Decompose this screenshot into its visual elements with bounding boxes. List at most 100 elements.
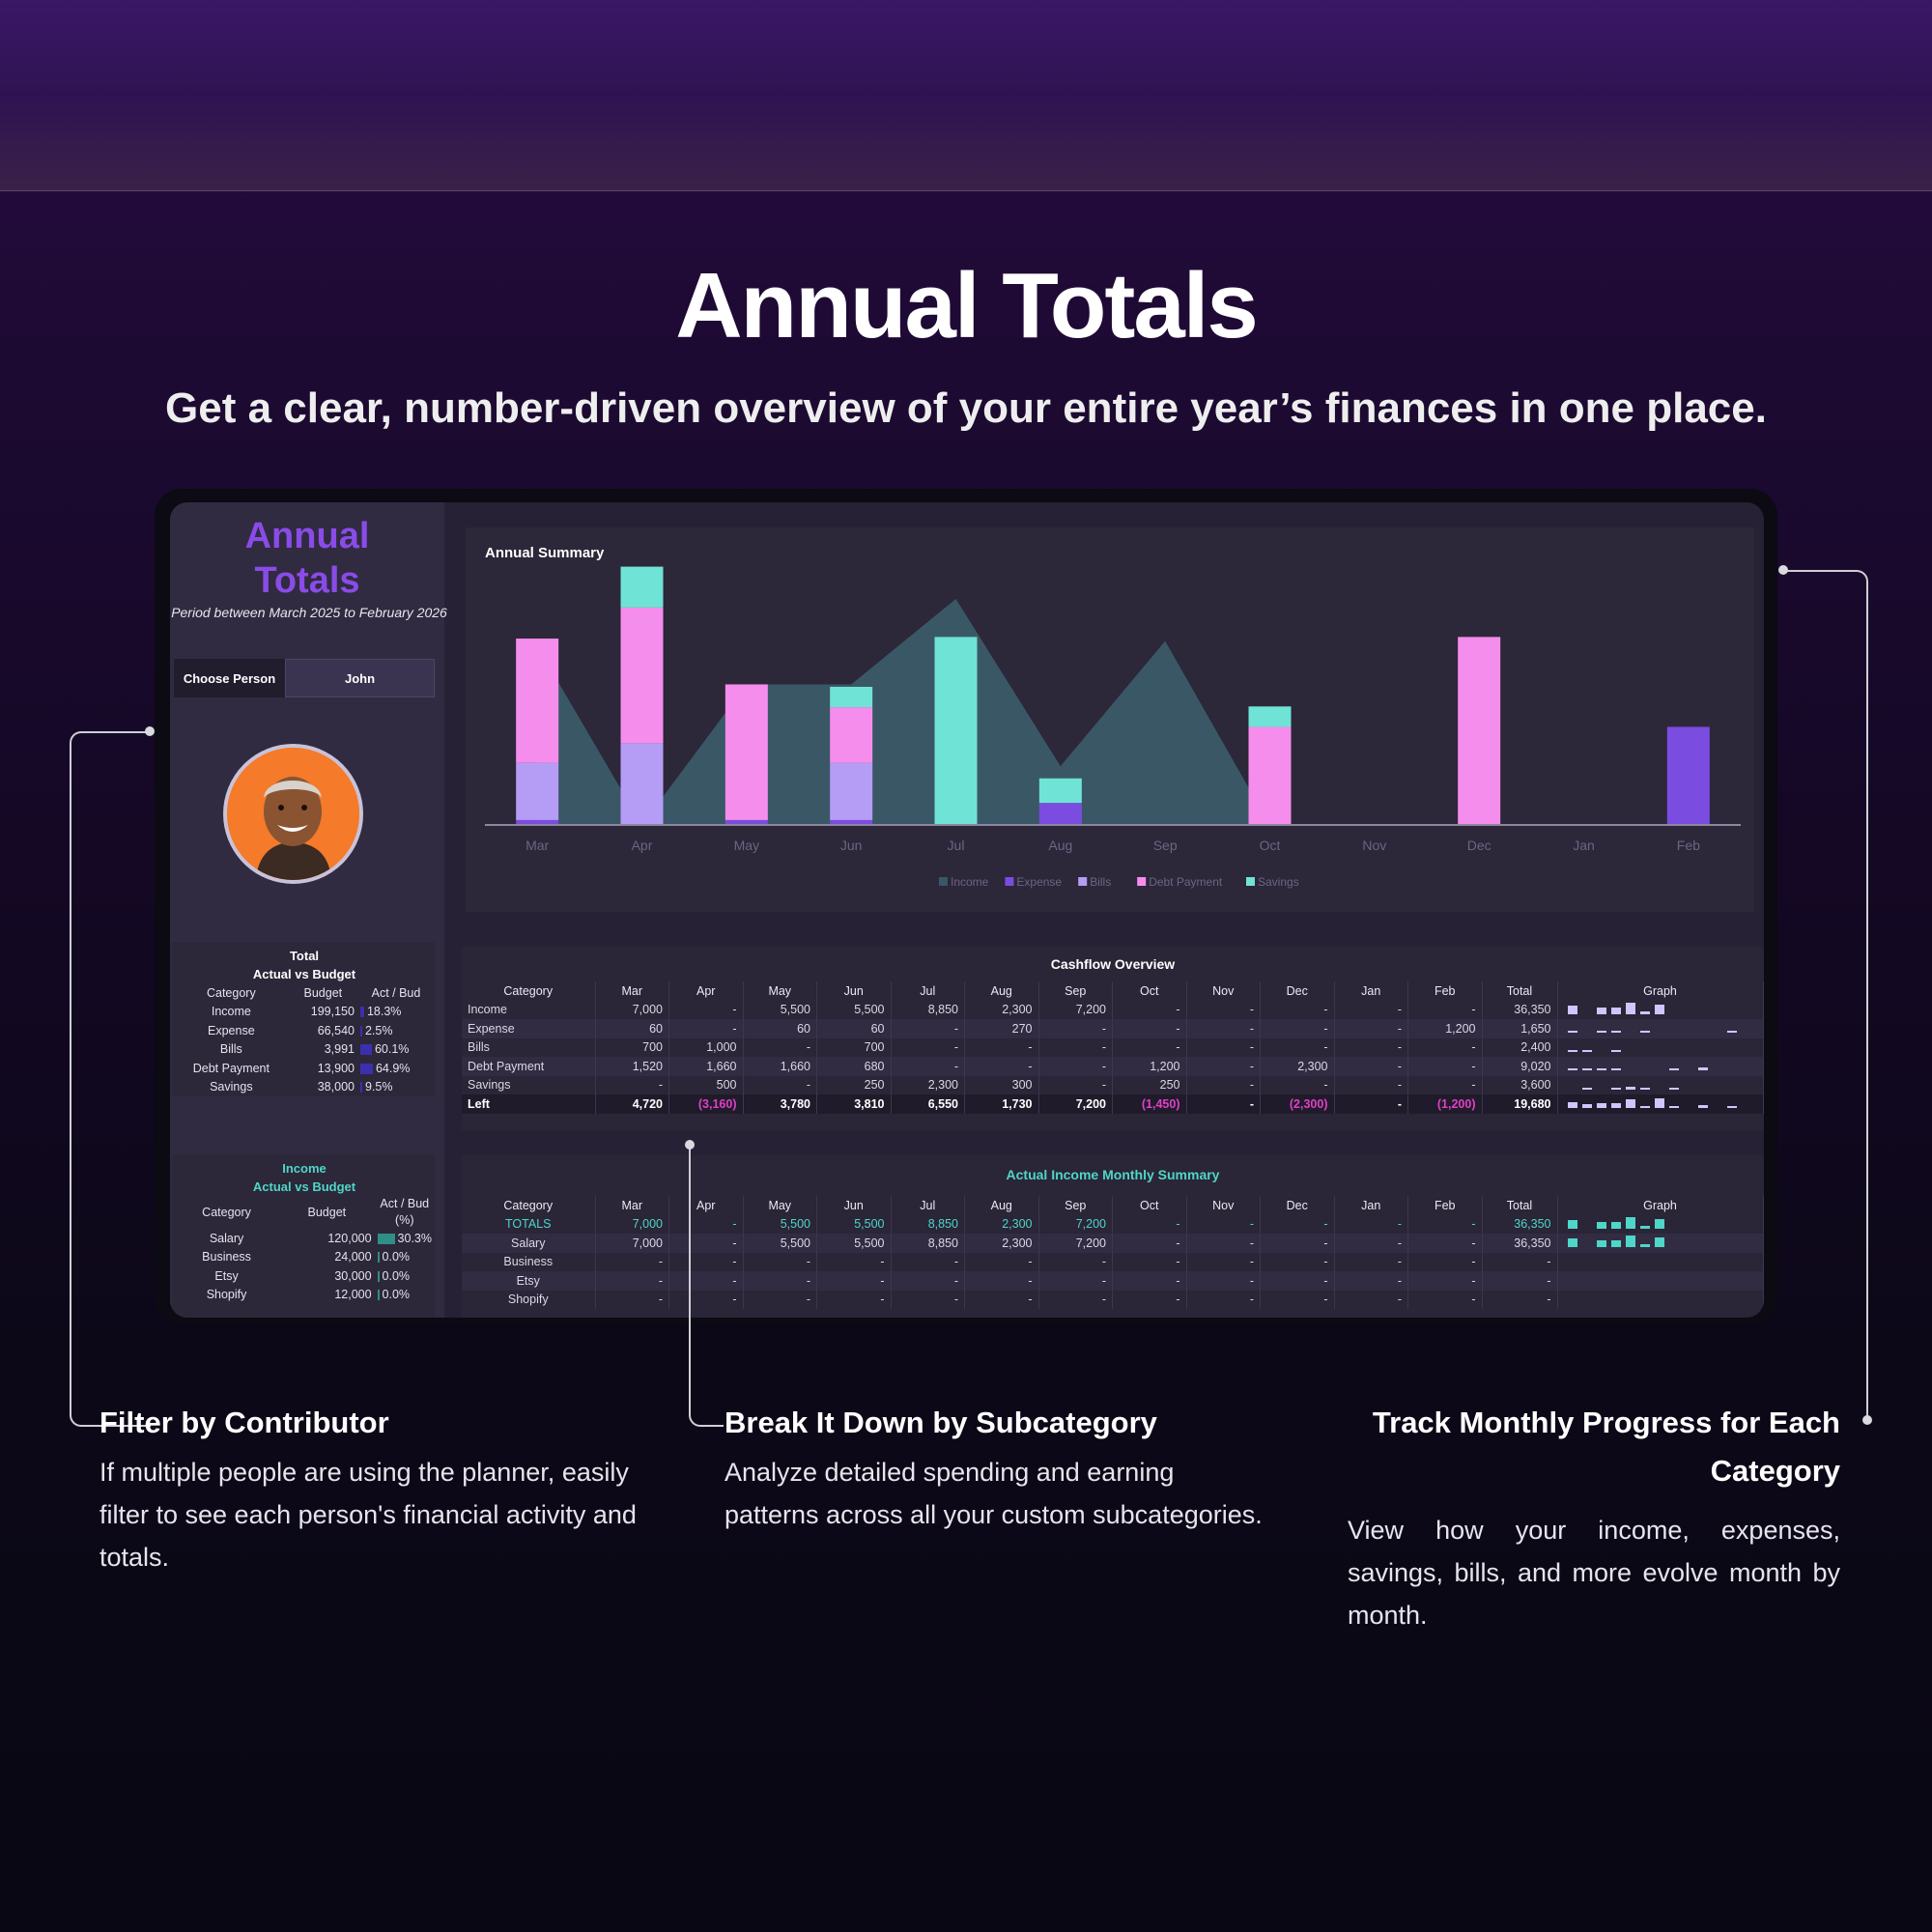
sparkline [1564, 1254, 1757, 1267]
row-value: - [1112, 1214, 1187, 1234]
row-value: - [595, 1271, 669, 1291]
row-value: 3,600 [1482, 1075, 1558, 1094]
pct-databar [377, 1290, 380, 1301]
sparkline-bar [1581, 1087, 1592, 1090]
pct-databar [377, 1252, 380, 1264]
pct-databar [359, 1025, 362, 1037]
sidebar-title-line1: Annual [244, 516, 370, 556]
sparkline-cell [1557, 1234, 1764, 1253]
col-header: Total [1482, 981, 1558, 1001]
row-value: - [964, 1252, 1039, 1271]
x-tick-label: Apr [632, 838, 653, 853]
table-row: Debt Payment 1,520 1,660 1,660 680- - -1,200-2… [462, 1057, 1764, 1076]
row-pct: 0.0% [382, 1250, 411, 1264]
table-row: Business 24,000 0.0% [174, 1248, 435, 1267]
table-row: Bills 3,991 60.1% [174, 1040, 435, 1060]
sparkline-bar [1610, 1031, 1621, 1034]
table-row: Debt Payment 13,900 64.9% [174, 1059, 435, 1078]
row-category: Salary [462, 1234, 596, 1253]
legend-label: Savings [1258, 875, 1299, 889]
x-tick-label: Nov [1362, 838, 1386, 853]
row-value: - [1260, 1290, 1335, 1309]
legend-swatch [1246, 877, 1255, 886]
row-value: - [1334, 1037, 1408, 1057]
chart-canvas: Mar Apr May Jun Jul Aug Sep Oct Nov Dec Jan Feb Inco… [485, 566, 1741, 889]
row-value: - [1260, 1000, 1335, 1019]
sparkline-bar [1697, 1067, 1708, 1071]
row-value: - [1038, 1075, 1113, 1094]
sparkline-bar [1610, 1240, 1621, 1248]
sparkline-bar [1654, 1237, 1664, 1248]
row-value: - [743, 1252, 817, 1271]
feature-title: Filter by Contributor [99, 1406, 389, 1439]
sparkline-bar [1668, 1106, 1679, 1109]
row-category: Savings [210, 1080, 253, 1094]
row-value: - [1334, 1075, 1408, 1094]
row-value: - [1407, 1075, 1483, 1094]
row-value: 5,500 [816, 1214, 892, 1234]
row-value: - [816, 1290, 892, 1309]
row-value: 60 [595, 1019, 669, 1038]
row-value: - [1038, 1019, 1113, 1038]
sparkline-cell [1557, 1214, 1764, 1234]
row-value: - [1407, 1057, 1483, 1076]
row-pct: 0.0% [382, 1268, 411, 1283]
cashflow-title: Cashflow Overview [1050, 956, 1176, 972]
row-value: 7,000 [595, 1000, 669, 1019]
x-tick-label: Dec [1467, 838, 1492, 853]
x-tick-label: May [734, 838, 759, 853]
col-header: Graph [1557, 981, 1764, 1001]
sparkline-bar [1581, 1068, 1592, 1071]
row-value: - [964, 1057, 1039, 1076]
connector-dot [1862, 1415, 1872, 1425]
col-header: Category [462, 981, 596, 1001]
table-row: Income 199,150 18.3% [174, 1003, 435, 1022]
row-pct-cell: 64.9% [357, 1059, 435, 1078]
sparkline-bar [1596, 1031, 1606, 1034]
row-value: - [1260, 1234, 1335, 1253]
sparkline-cell [1557, 1037, 1764, 1057]
table-row: Etsy 30,000 0.0% [174, 1266, 435, 1286]
row-value: - [668, 1252, 744, 1271]
sparkline-bar [1639, 1031, 1650, 1034]
row-category: Etsy [462, 1271, 596, 1291]
col-header: Aug [964, 981, 1039, 1001]
row-value: - [1112, 1252, 1187, 1271]
cashflow-overview: Cashflow Overview Category Mar Apr May Jun Ju… [462, 947, 1764, 1130]
row-value: 3,810 [816, 1094, 892, 1114]
row-value: 36,350 [1482, 1000, 1558, 1019]
row-pct-cell: 18.3% [357, 1003, 435, 1022]
bar-expense [830, 819, 873, 825]
bar-savings [830, 686, 873, 708]
row-pct: 64.9% [375, 1061, 411, 1075]
table-row: Income 7,000-5,500 5,500 8,850 2,300 7,200- - -… [462, 1000, 1764, 1019]
row-value: 7,000 [595, 1234, 669, 1253]
top-banner [0, 0, 1932, 191]
sparkline [1581, 1086, 1679, 1090]
row-value: 5,500 [743, 1214, 817, 1234]
row-value: 7,200 [1038, 1214, 1113, 1234]
sparkline-cell [1557, 1271, 1764, 1291]
col-header: Jan [1334, 1196, 1408, 1215]
row-pct: 60.1% [374, 1042, 410, 1057]
row-value: - [1186, 1057, 1261, 1076]
person-select[interactable]: John [285, 659, 435, 697]
bar-debt-payment [1458, 637, 1501, 825]
col-header: Dec [1260, 1196, 1335, 1215]
col-header: Oct [1112, 1196, 1187, 1215]
row-value: - [1186, 1094, 1261, 1114]
sparkline [1567, 1098, 1737, 1109]
table-row: Savings 38,000 9.5% [174, 1078, 435, 1097]
col-header: Jun [816, 981, 892, 1001]
row-value: 700 [595, 1037, 669, 1057]
income-budget-table: Category Budget Act / Bud (%) Salary 120,… [174, 1196, 435, 1304]
sparkline-bar [1567, 1049, 1577, 1052]
row-value: 1,730 [964, 1094, 1039, 1114]
bar-bills [620, 743, 664, 825]
feature-filter-contributor: Filter by Contributor If multiple people… [99, 1399, 640, 1578]
row-pct: 2.5% [364, 1023, 393, 1037]
row-value: 2,300 [964, 1234, 1039, 1253]
row-value: - [1407, 1037, 1483, 1057]
col-header: Mar [595, 981, 669, 1001]
row-pct-cell: 9.5% [357, 1078, 435, 1097]
